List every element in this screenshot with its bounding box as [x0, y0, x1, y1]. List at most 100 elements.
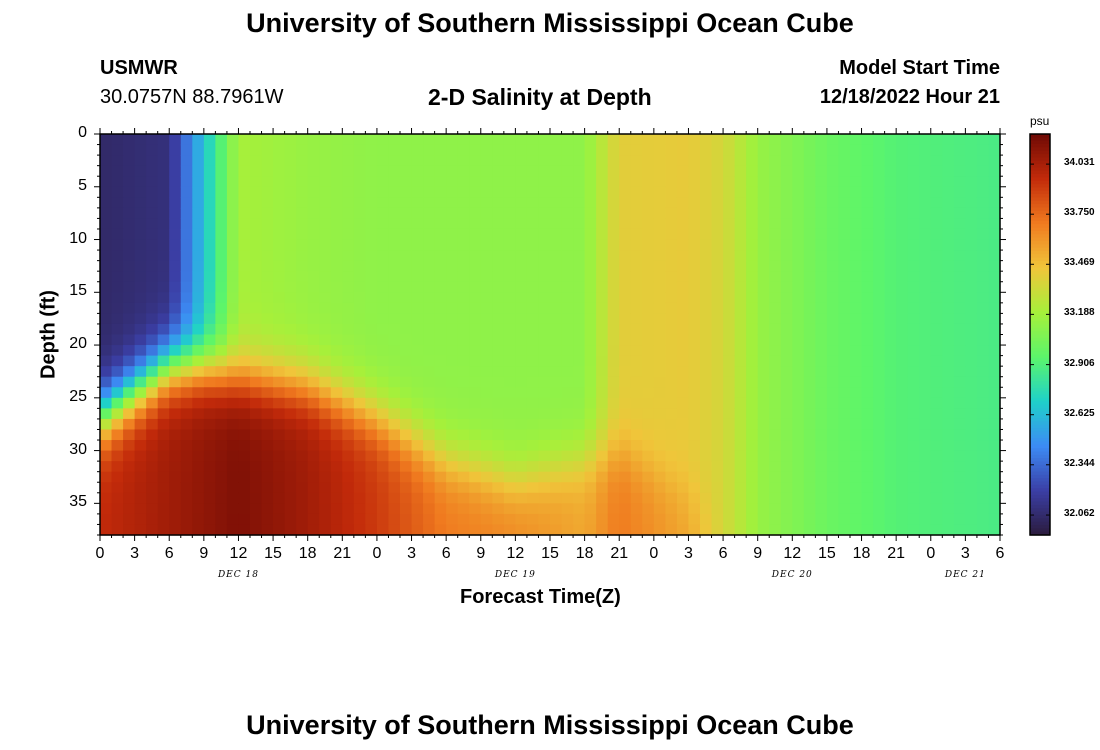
heatmap-cell — [342, 250, 355, 262]
heatmap-cell — [250, 345, 263, 357]
heatmap-cell — [769, 218, 782, 230]
heatmap-cell — [676, 397, 690, 409]
heatmap-cell — [884, 134, 897, 146]
heatmap-cell — [711, 281, 724, 293]
heatmap-cell — [157, 503, 170, 515]
heatmap-cell — [215, 471, 228, 483]
heatmap-cell — [965, 186, 978, 198]
heatmap-cell — [873, 482, 886, 494]
heatmap-cell — [261, 503, 274, 515]
heatmap-cell — [723, 482, 736, 494]
heatmap-cell — [953, 134, 966, 146]
heatmap-cell — [792, 197, 805, 209]
heatmap-cell — [238, 239, 251, 251]
heatmap-cell — [861, 134, 874, 146]
heatmap-cell — [365, 366, 378, 378]
heatmap-cell — [653, 292, 666, 304]
heatmap-cell — [861, 461, 874, 473]
heatmap-cell — [123, 418, 136, 431]
heatmap-cell — [792, 228, 805, 241]
heatmap-cell — [134, 450, 147, 462]
heatmap-cell — [942, 429, 955, 441]
heatmap-cell — [642, 176, 655, 188]
heatmap-cell — [861, 165, 874, 177]
heatmap-cell — [203, 355, 216, 367]
heatmap-cell — [803, 503, 816, 515]
heatmap-cell — [700, 376, 713, 388]
heatmap-cell — [215, 450, 228, 462]
heatmap-cell — [769, 366, 782, 378]
heatmap-cell — [861, 250, 874, 262]
heatmap-cell — [319, 155, 332, 167]
x-tick-label: 18 — [298, 545, 317, 562]
x-date-label: DEC 20 — [771, 570, 813, 580]
heatmap-cell — [192, 197, 205, 209]
heatmap-cell — [365, 176, 378, 188]
heatmap-cell — [584, 292, 597, 304]
colorbar-tick-label: 32.906 — [1064, 357, 1095, 369]
heatmap-cell — [296, 218, 309, 230]
heatmap-cell — [607, 155, 620, 167]
heatmap-cell — [296, 397, 309, 409]
heatmap-cell — [469, 250, 482, 262]
heatmap-cell — [411, 197, 424, 209]
heatmap-cell — [330, 250, 343, 262]
heatmap-cell — [896, 492, 909, 504]
heatmap-cell — [838, 292, 851, 304]
heatmap-cell — [330, 355, 343, 367]
heatmap-cell — [446, 260, 459, 272]
heatmap-cell — [653, 197, 666, 209]
heatmap-cell — [400, 492, 413, 504]
heatmap-cell — [873, 271, 886, 283]
heatmap-cell — [457, 440, 470, 452]
heatmap-cell — [930, 176, 943, 188]
heatmap-cell — [953, 334, 966, 346]
heatmap-cell — [400, 144, 413, 156]
heatmap-cell — [573, 271, 586, 283]
heatmap-cell — [169, 471, 182, 483]
heatmap-cell — [273, 345, 286, 357]
heatmap-cell — [215, 281, 228, 293]
heatmap-cell — [734, 186, 747, 198]
colorbar-band — [1030, 200, 1050, 205]
heatmap-cell — [423, 197, 436, 209]
heatmap-cell — [815, 440, 828, 452]
heatmap-cell — [480, 482, 493, 494]
heatmap-cell — [319, 250, 332, 262]
heatmap-cell — [111, 313, 124, 325]
heatmap-cell — [607, 250, 620, 262]
heatmap-cell — [192, 355, 205, 367]
heatmap-cell — [942, 260, 955, 272]
heatmap-cell — [815, 302, 828, 314]
heatmap-cell — [907, 323, 920, 336]
heatmap-cell — [123, 492, 136, 504]
heatmap-cell — [111, 492, 124, 504]
heatmap-cell — [907, 376, 920, 388]
heatmap-cell — [365, 418, 378, 431]
heatmap-cell — [907, 482, 920, 494]
heatmap-cell — [792, 186, 805, 198]
heatmap-cell — [896, 165, 909, 177]
heatmap-cell — [861, 281, 874, 293]
heatmap-cell — [480, 492, 493, 504]
heatmap-cell — [861, 355, 874, 367]
heatmap-cell — [330, 197, 343, 209]
heatmap-cell — [988, 440, 1001, 452]
heatmap-cell — [596, 228, 609, 241]
heatmap-cell — [169, 228, 182, 241]
heatmap-cell — [123, 408, 136, 420]
heatmap-cell — [746, 239, 759, 251]
heatmap-cell — [353, 281, 366, 293]
heatmap-cell — [203, 397, 216, 409]
heatmap-cell — [573, 482, 586, 494]
heatmap-cell — [296, 429, 309, 441]
heatmap-cell — [169, 524, 182, 536]
colorbar-band — [1030, 294, 1050, 299]
heatmap-cell — [688, 440, 701, 452]
heatmap-cell — [538, 366, 551, 378]
heatmap-cell — [919, 408, 932, 420]
heatmap-cell — [838, 155, 851, 167]
heatmap-cell — [757, 165, 770, 177]
heatmap-cell — [642, 513, 655, 526]
heatmap-cell — [723, 281, 736, 293]
